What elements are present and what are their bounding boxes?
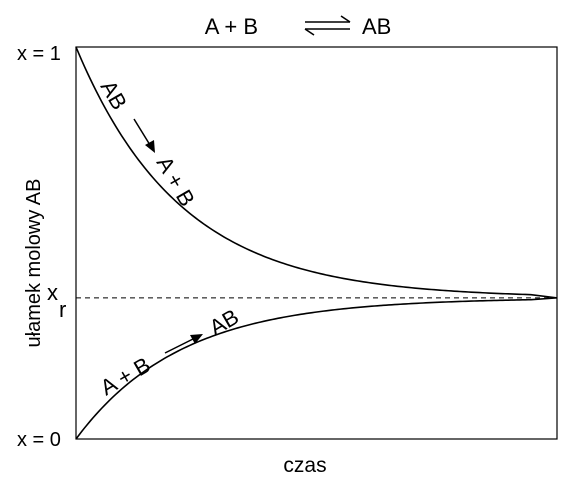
y-tick-equilibrium-sub: r <box>59 297 66 322</box>
equilibrium-arrows-icon <box>304 15 351 36</box>
arrow-down-right-icon <box>133 118 155 153</box>
annotation-decreasing-to: A + B <box>152 152 200 211</box>
title-left: A + B <box>205 14 258 39</box>
y-tick-top: x = 1 <box>17 43 61 65</box>
arrow-up-right-icon <box>164 334 203 354</box>
series-decreasing-curve <box>75 46 558 299</box>
y-tick-equilibrium-base: x <box>47 280 58 305</box>
y-tick-bottom: x = 0 <box>17 429 61 451</box>
annotation-increasing-from: A + B <box>96 352 155 400</box>
annotation-decreasing-from: AB <box>96 76 132 114</box>
series-increasing-curve <box>75 297 558 440</box>
y-axis-label: ułamek molowy AB <box>23 179 45 348</box>
plot-frame <box>75 46 558 440</box>
annotation-decreasing: AB A + B <box>96 76 200 211</box>
annotation-increasing-to: AB <box>205 304 243 340</box>
y-tick-equilibrium: x r <box>47 280 66 322</box>
title-right: AB <box>362 14 391 39</box>
annotation-increasing: A + B AB <box>96 304 243 400</box>
x-axis-label: czas <box>283 454 326 477</box>
chart-title: A + B AB <box>205 14 392 39</box>
